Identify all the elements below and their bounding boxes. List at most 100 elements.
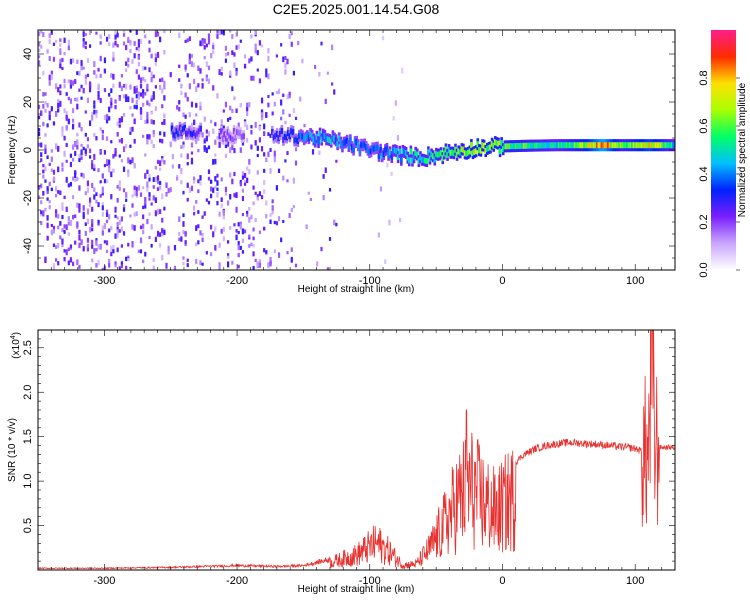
band-core-cell bbox=[587, 142, 591, 149]
noise-cell bbox=[97, 219, 100, 224]
noise-cell bbox=[159, 84, 162, 90]
band-core-cell bbox=[603, 142, 607, 149]
noise-cell bbox=[95, 112, 98, 118]
noise-cell bbox=[231, 86, 234, 92]
noise-cell bbox=[150, 95, 153, 100]
noise-cell bbox=[214, 185, 217, 189]
noise-cell bbox=[256, 194, 259, 200]
noise-cell bbox=[197, 224, 200, 229]
noise-cell bbox=[307, 191, 310, 195]
noise-cell bbox=[224, 186, 228, 192]
band-core-cell bbox=[592, 142, 596, 149]
noise-cell bbox=[237, 244, 240, 251]
noise-cell bbox=[48, 115, 51, 121]
noise-cell bbox=[78, 185, 81, 191]
noise-cell bbox=[156, 31, 160, 37]
noise-cell bbox=[76, 97, 79, 102]
noise-cell bbox=[50, 106, 53, 112]
noise-cell bbox=[326, 71, 329, 75]
noise-cell bbox=[237, 222, 240, 227]
noise-cell bbox=[48, 162, 51, 167]
y-tick-label: -40 bbox=[22, 238, 34, 254]
noise-cell bbox=[280, 116, 283, 121]
noise-cell bbox=[114, 263, 117, 268]
noise-cell bbox=[218, 211, 221, 217]
noise-cell bbox=[133, 88, 136, 94]
noise-cell bbox=[71, 215, 75, 220]
snr-y-label: SNR (10 * v/v) bbox=[7, 418, 18, 482]
spectrogram-signal-band bbox=[170, 121, 675, 168]
noise-cell bbox=[205, 76, 208, 82]
noise-cell bbox=[112, 42, 115, 48]
noise-cell bbox=[150, 111, 153, 115]
noise-cell bbox=[71, 58, 75, 64]
noise-cell bbox=[48, 39, 51, 44]
band-core-cell bbox=[640, 142, 644, 149]
x-tick-label: -200 bbox=[226, 275, 248, 287]
noise-cell bbox=[248, 207, 251, 211]
noise-cell bbox=[331, 82, 334, 86]
noise-cell bbox=[112, 51, 115, 58]
noise-cell bbox=[254, 218, 257, 223]
noise-cell bbox=[154, 85, 157, 89]
noise-cell bbox=[40, 110, 43, 116]
noise-cell bbox=[63, 256, 66, 262]
band-core-cell bbox=[447, 147, 451, 154]
band-core-cell bbox=[479, 147, 483, 154]
noise-cell bbox=[38, 104, 41, 110]
band-core-cell bbox=[503, 143, 507, 150]
noise-cell bbox=[284, 69, 287, 75]
noise-cell bbox=[159, 160, 162, 167]
noise-cell bbox=[131, 113, 134, 117]
noise-cell bbox=[186, 162, 189, 166]
colorbar-ticks: 0.0 0.2 0.4 0.6 0.8 bbox=[698, 70, 740, 278]
noise-cell bbox=[118, 118, 121, 124]
noise-cell bbox=[161, 104, 164, 109]
band-core-cell bbox=[486, 145, 489, 152]
band-core-cell bbox=[610, 142, 613, 149]
noise-cell bbox=[71, 80, 75, 86]
noise-cell bbox=[76, 132, 79, 137]
noise-cell bbox=[46, 235, 49, 240]
noise-cell bbox=[159, 209, 162, 214]
noise-cell bbox=[235, 67, 238, 72]
noise-cell bbox=[271, 92, 274, 96]
band-core-cell bbox=[361, 142, 365, 149]
band-core-cell bbox=[196, 130, 199, 137]
noise-cell bbox=[201, 215, 204, 219]
band-core-cell bbox=[355, 138, 359, 145]
noise-cell bbox=[188, 53, 191, 59]
band-core-cell bbox=[551, 142, 554, 149]
noise-cell bbox=[222, 236, 225, 242]
noise-cell bbox=[182, 144, 185, 149]
noise-cell bbox=[101, 267, 104, 270]
noise-cell bbox=[120, 264, 124, 269]
noise-cell bbox=[246, 166, 249, 171]
band-core-cell bbox=[393, 147, 397, 154]
noise-cell bbox=[178, 106, 181, 112]
x-tick-label: 100 bbox=[626, 575, 644, 587]
noise-cell bbox=[269, 148, 272, 152]
band-core-cell bbox=[382, 151, 386, 158]
noise-cell bbox=[216, 136, 219, 140]
noise-cell bbox=[74, 172, 77, 179]
noise-cell bbox=[120, 216, 124, 222]
noise-cell bbox=[137, 61, 140, 67]
noise-cell bbox=[137, 185, 140, 191]
noise-cell bbox=[150, 76, 153, 83]
noise-cell bbox=[314, 65, 317, 69]
noise-cell bbox=[305, 224, 308, 230]
noise-cell bbox=[71, 145, 75, 150]
noise-cell bbox=[105, 114, 109, 120]
noise-cell bbox=[152, 120, 155, 125]
noise-cell bbox=[226, 261, 230, 268]
noise-cell bbox=[59, 51, 62, 55]
band-core-cell bbox=[336, 141, 339, 148]
noise-cell bbox=[205, 135, 208, 142]
noise-cell bbox=[260, 112, 264, 117]
noise-cell bbox=[142, 134, 145, 138]
noise-cell bbox=[93, 109, 96, 115]
noise-cell bbox=[52, 266, 56, 270]
noise-cell bbox=[154, 106, 157, 111]
noise-cell bbox=[120, 74, 124, 78]
